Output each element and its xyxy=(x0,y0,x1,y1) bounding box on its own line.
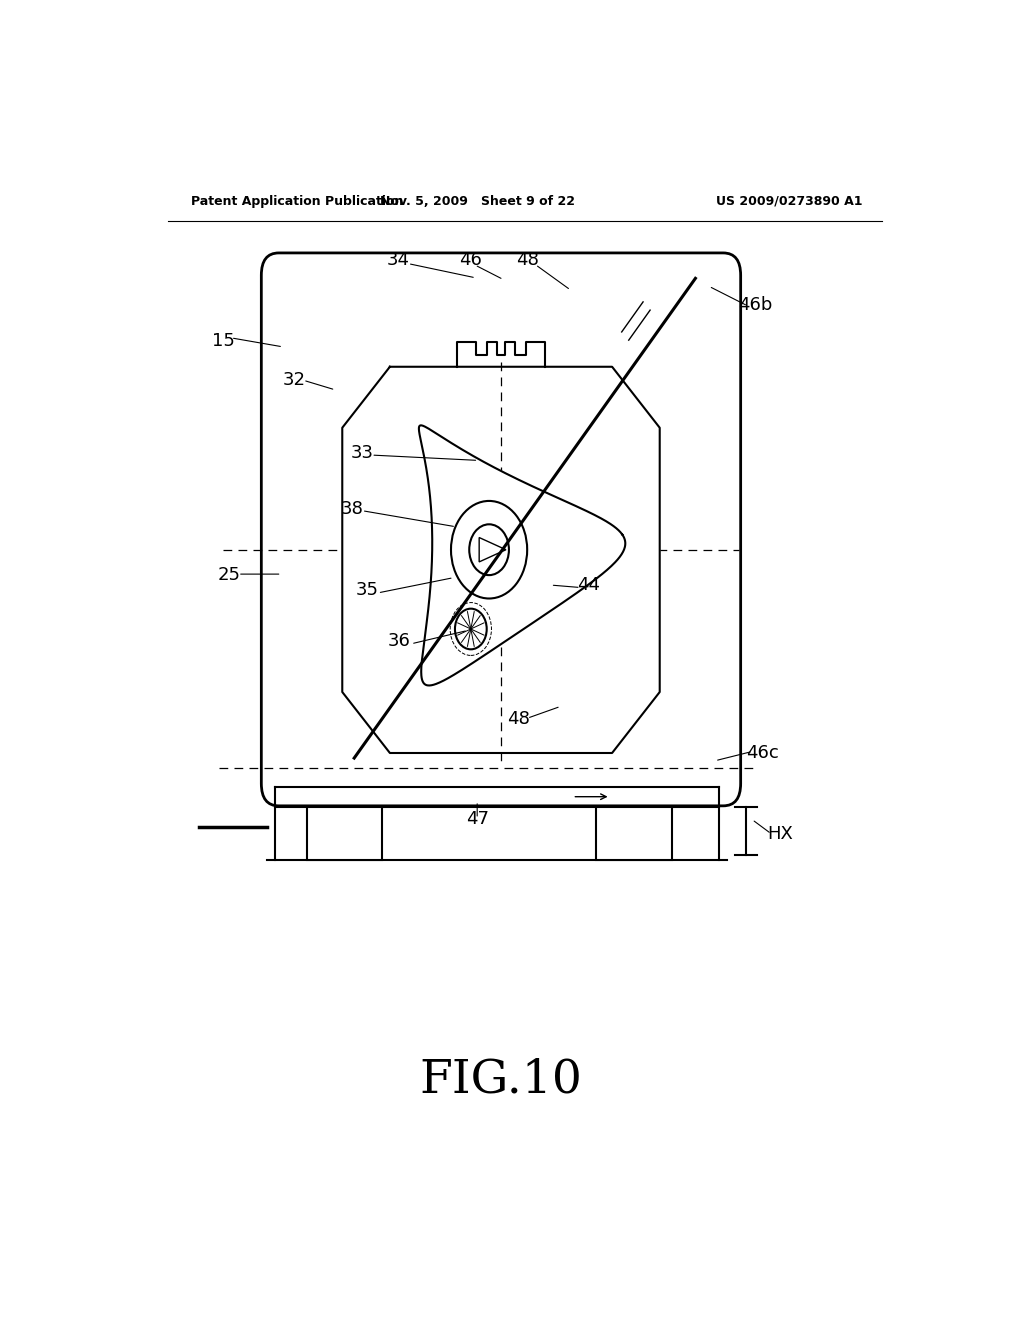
Polygon shape xyxy=(419,425,626,685)
Circle shape xyxy=(451,500,527,598)
Text: 46: 46 xyxy=(460,251,482,269)
Text: 38: 38 xyxy=(340,500,364,517)
Text: HX: HX xyxy=(767,825,794,843)
Text: Nov. 5, 2009   Sheet 9 of 22: Nov. 5, 2009 Sheet 9 of 22 xyxy=(380,194,574,207)
Text: 44: 44 xyxy=(577,577,600,594)
Text: US 2009/0273890 A1: US 2009/0273890 A1 xyxy=(716,194,862,207)
Text: 15: 15 xyxy=(212,333,234,350)
Polygon shape xyxy=(342,367,659,752)
Bar xyxy=(306,807,382,859)
Text: 35: 35 xyxy=(356,581,379,599)
Text: FIG.10: FIG.10 xyxy=(420,1057,583,1104)
Text: Patent Application Publication: Patent Application Publication xyxy=(191,194,403,207)
Text: 36: 36 xyxy=(388,632,411,651)
Text: 46c: 46c xyxy=(746,744,779,762)
Text: 33: 33 xyxy=(350,444,374,462)
Text: 32: 32 xyxy=(284,371,306,389)
Text: 25: 25 xyxy=(218,566,241,585)
Text: 46b: 46b xyxy=(737,296,772,314)
Circle shape xyxy=(469,524,509,576)
Text: 47: 47 xyxy=(466,810,488,828)
Text: 48: 48 xyxy=(507,710,529,729)
Text: 48: 48 xyxy=(516,251,540,269)
Text: 34: 34 xyxy=(386,251,410,269)
FancyBboxPatch shape xyxy=(261,253,740,805)
Bar xyxy=(596,807,672,859)
Circle shape xyxy=(455,609,486,649)
